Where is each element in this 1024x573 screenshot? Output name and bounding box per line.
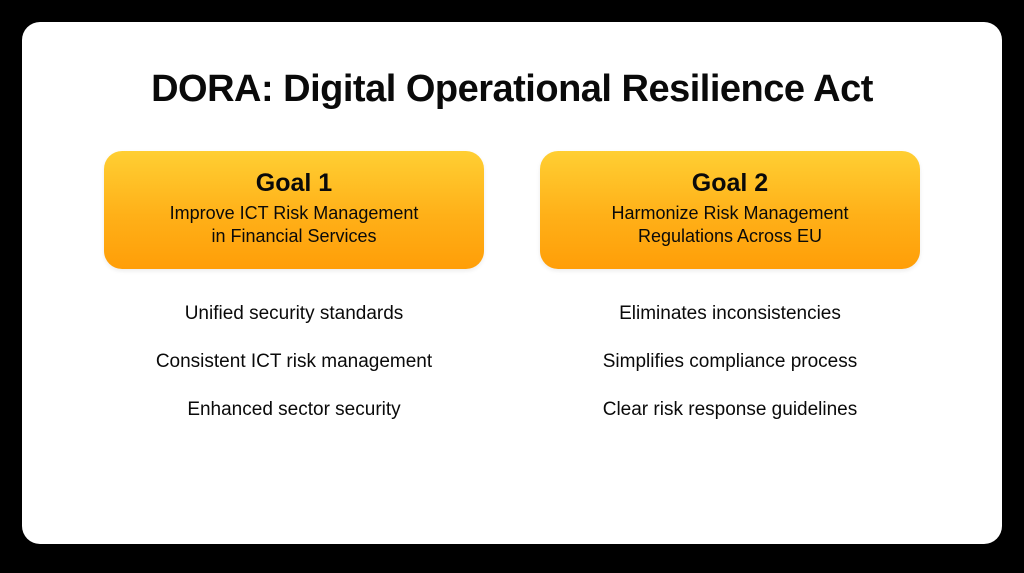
bullet-item: Simplifies compliance process — [603, 351, 858, 373]
bullet-item: Clear risk response guidelines — [603, 399, 858, 421]
bullet-item: Consistent ICT risk management — [156, 351, 432, 373]
goal-desc: Improve ICT Risk Management in Financial… — [132, 202, 456, 249]
goal-box-1: Goal 1 Improve ICT Risk Management in Fi… — [104, 151, 484, 269]
goal-desc: Harmonize Risk Management Regulations Ac… — [568, 202, 892, 249]
goal-column-1: Goal 1 Improve ICT Risk Management in Fi… — [104, 151, 484, 421]
goal-box-2: Goal 2 Harmonize Risk Management Regulat… — [540, 151, 920, 269]
goal-bullets-2: Eliminates inconsistencies Simplifies co… — [603, 303, 858, 421]
goal-title: Goal 2 — [568, 169, 892, 198]
goals-row: Goal 1 Improve ICT Risk Management in Fi… — [92, 151, 932, 421]
main-title: DORA: Digital Operational Resilience Act — [92, 68, 932, 111]
info-card: DORA: Digital Operational Resilience Act… — [22, 22, 1002, 544]
bullet-item: Unified security standards — [185, 303, 404, 325]
goal-bullets-1: Unified security standards Consistent IC… — [156, 303, 432, 421]
bullet-item: Enhanced sector security — [187, 399, 400, 421]
bullet-item: Eliminates inconsistencies — [619, 303, 841, 325]
goal-column-2: Goal 2 Harmonize Risk Management Regulat… — [540, 151, 920, 421]
goal-title: Goal 1 — [132, 169, 456, 198]
